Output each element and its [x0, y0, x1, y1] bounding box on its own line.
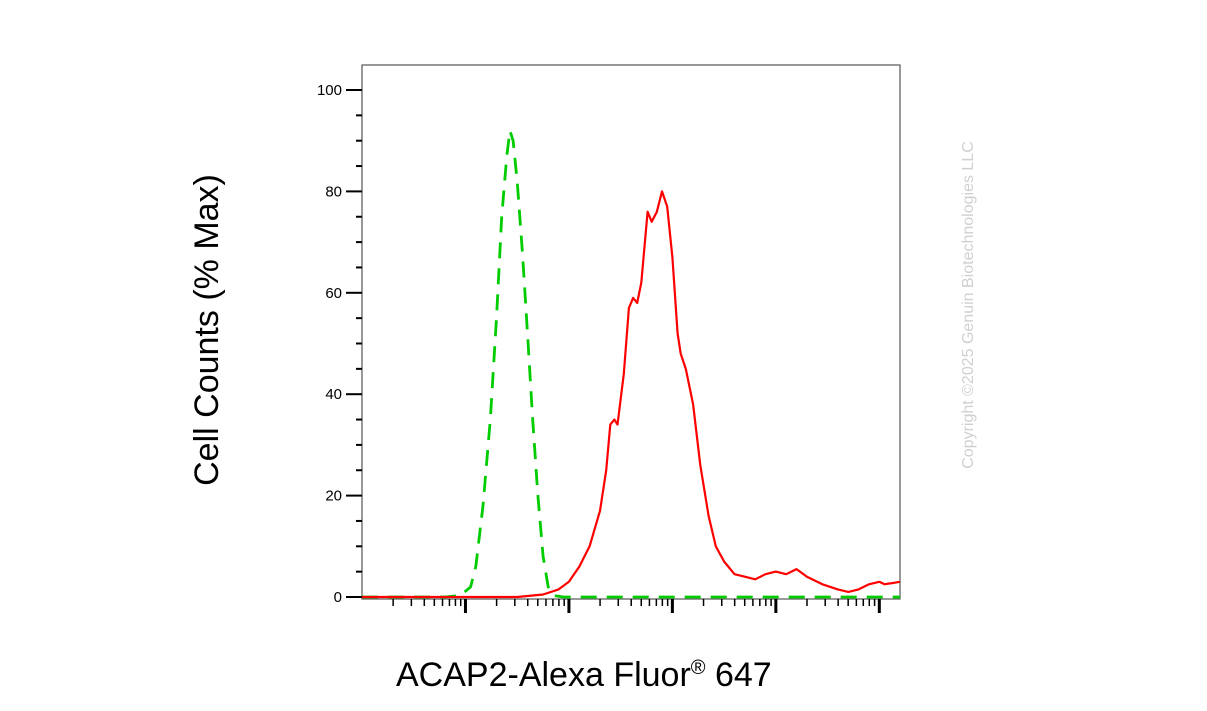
- series-line-sample: [362, 190, 901, 599]
- plot-frame: [361, 64, 901, 600]
- y-tick-label: 20: [325, 488, 342, 505]
- plot-area: 0 20 40 60 80 100: [317, 64, 901, 613]
- series-line-control: [362, 129, 900, 599]
- y-tick-label: 100: [317, 82, 342, 99]
- y-tick-label: 80: [325, 183, 342, 200]
- y-tick-label: 60: [325, 285, 342, 302]
- y-tick-label: 0: [334, 589, 342, 606]
- x-axis-label-tail: 647: [705, 656, 772, 694]
- y-tick-label: 40: [325, 386, 342, 403]
- copyright-watermark: Copyright ©2025 Genuin Biotechnologies L…: [960, 141, 977, 469]
- x-axis-label-main: ACAP2-Alexa Fluor: [396, 656, 691, 694]
- registered-mark: ®: [690, 657, 706, 679]
- y-axis-label: Cell Counts (% Max): [188, 174, 226, 486]
- x-axis-label: ACAP2-Alexa Fluor® 647: [396, 656, 772, 695]
